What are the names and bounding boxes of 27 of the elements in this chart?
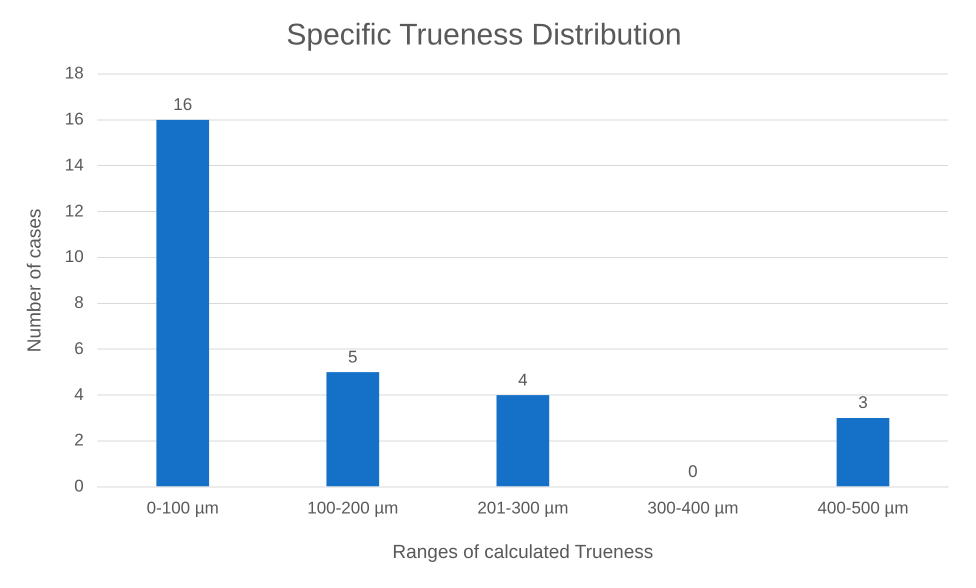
bar: [836, 418, 890, 486]
y-tick-label: 12: [64, 201, 84, 220]
chart-title: Specific Trueness Distribution: [286, 18, 682, 52]
y-tick-label: 6: [74, 338, 84, 358]
x-tick-label: 400-500 µm: [817, 498, 909, 518]
x-tick-label: 201-300 µm: [477, 498, 568, 518]
x-tick-label: 100-200 µm: [307, 498, 398, 518]
y-tick-label: 10: [64, 247, 84, 266]
data-label: 4: [518, 370, 528, 390]
y-tick-label: 2: [74, 430, 84, 450]
y-tick-label: 14: [64, 155, 84, 174]
y-tick-label: 16: [64, 110, 84, 129]
y-tick-label: 8: [74, 293, 84, 312]
data-label: 3: [858, 393, 868, 412]
y-tick-label: 18: [64, 64, 84, 83]
y-axis-title: Number of cases: [24, 208, 46, 352]
data-label: 5: [348, 347, 358, 366]
y-tick-label: 0: [74, 476, 84, 496]
bar: [496, 395, 550, 486]
data-label: 0: [688, 462, 698, 481]
bar: [156, 120, 210, 486]
x-axis-title: Ranges of calculated Trueness: [392, 542, 654, 563]
x-tick-label: 300-400 µm: [647, 498, 738, 518]
y-tick-label: 4: [74, 384, 84, 404]
bar: [326, 372, 380, 486]
data-label: 16: [173, 95, 192, 114]
x-tick-label: 0-100 µm: [146, 498, 219, 518]
